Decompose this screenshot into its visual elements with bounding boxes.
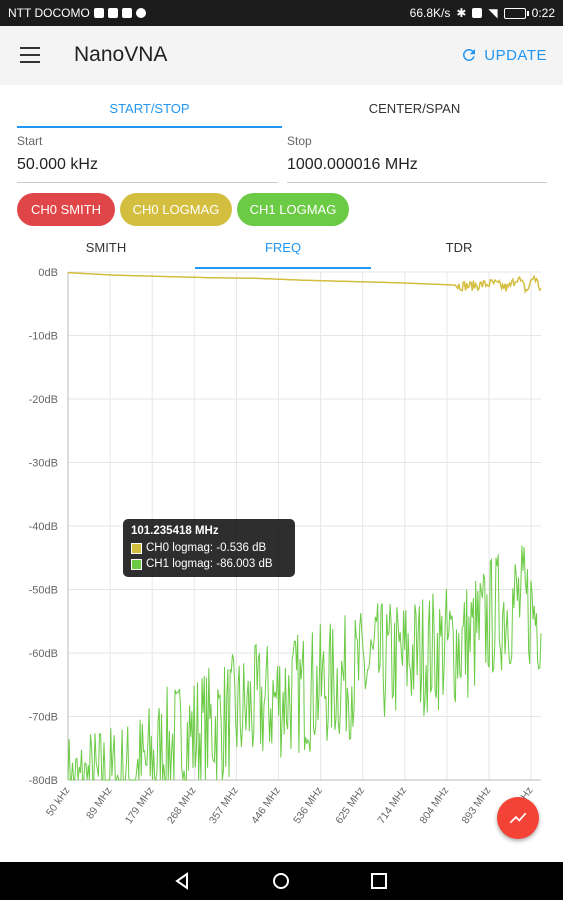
status-bar: NTT DOCOMO 66.8K/s ✱ ◥ 0:22 (0, 0, 563, 26)
show-chart-icon (509, 812, 527, 824)
tab-tdr[interactable]: TDR (445, 240, 473, 255)
recents-icon[interactable] (369, 871, 389, 891)
back-icon[interactable] (172, 871, 192, 891)
tab-center-span[interactable]: CENTER/SPAN (368, 101, 461, 116)
x-tick-label: 804 MHz (417, 785, 451, 826)
update-button[interactable]: UPDATE (460, 40, 547, 70)
net-speed: 66.8K/s (409, 6, 451, 20)
tooltip-ch0-value: CH0 logmag: -0.536 dB (146, 542, 267, 554)
wifi-icon: ◥ (488, 6, 498, 20)
home-icon[interactable] (271, 871, 291, 891)
chip-ch0-smith[interactable]: CH0 SMITH (17, 193, 115, 226)
update-label: UPDATE (484, 46, 547, 64)
x-tick-label: 89 MHz (84, 785, 115, 822)
x-tick-label: 179 MHz (123, 785, 157, 826)
carrier-label: NTT DOCOMO (8, 6, 90, 20)
y-tick-label: -60dB (29, 648, 58, 660)
ch1-swatch (131, 558, 142, 570)
y-tick-label: -30dB (29, 458, 58, 470)
mail-icon (93, 8, 104, 18)
x-tick-label: 625 MHz (333, 785, 367, 826)
start-field[interactable]: Start 50.000 kHz (17, 134, 278, 183)
app-title: NanoVNA (74, 43, 168, 66)
chart-fab-button[interactable] (497, 797, 539, 839)
y-tick-label: -70dB (29, 712, 58, 724)
ch0-swatch (131, 542, 142, 554)
tab-start-stop[interactable]: START/STOP (17, 96, 282, 128)
x-tick-label: 446 MHz (249, 785, 283, 826)
start-label: Start (17, 134, 43, 148)
y-tick-label: -40dB (29, 521, 58, 533)
bluetooth-icon: ✱ (456, 6, 467, 20)
x-tick-label: 893 MHz (460, 785, 494, 826)
stop-field[interactable]: Stop 1000.000016 MHz (287, 134, 547, 183)
tab-smith[interactable]: SMITH (85, 240, 127, 255)
y-tick-label: -20dB (29, 394, 58, 406)
series-ch1-logmag (67, 545, 542, 782)
x-tick-label: 536 MHz (291, 785, 325, 826)
battery-icon (503, 7, 529, 19)
chip-ch1-logmag[interactable]: CH1 LOGMAG (237, 193, 349, 226)
stop-input[interactable]: 1000.000016 MHz (287, 156, 547, 183)
tooltip-title: 101.235418 MHz (131, 525, 219, 537)
tab-freq[interactable]: FREQ (195, 240, 371, 269)
app-bar: NanoVNA UPDATE (0, 26, 563, 85)
series-ch0-logmag (67, 271, 542, 294)
y-tick-label: -50dB (29, 585, 58, 597)
app-status-icon (135, 8, 146, 18)
clock: 0:22 (531, 6, 555, 20)
freq-chart[interactable]: 0dB -10dB -20dB -30dB -40dB -50dB -60dB -70dB -8… (0, 262, 563, 862)
x-tick-label: 268 MHz (165, 785, 199, 826)
y-tick-label: -80dB (29, 775, 58, 787)
refresh-icon (463, 48, 476, 61)
y-tick-label: -10dB (29, 331, 58, 343)
tooltip-row-ch0: CH0 logmag: -0.536 dB (131, 542, 266, 554)
notification-icon (107, 8, 118, 18)
x-tick-label: 357 MHz (207, 785, 241, 826)
nav-bar (0, 862, 563, 900)
message-icon (121, 8, 132, 18)
stop-label: Stop (287, 134, 312, 148)
y-tick-label: 0dB (38, 267, 58, 279)
chart-tooltip: 101.235418 MHz CH0 logmag: -0.536 dB CH1… (123, 519, 295, 577)
x-tick-label: 714 MHz (375, 785, 409, 826)
range-tabs: START/STOP CENTER/SPAN (17, 96, 547, 128)
start-input[interactable]: 50.000 kHz (17, 156, 278, 183)
chip-ch0-logmag[interactable]: CH0 LOGMAG (120, 193, 232, 226)
tooltip-ch1-value: CH1 logmag: -86.003 dB (146, 558, 273, 570)
tooltip-row-ch1: CH1 logmag: -86.003 dB (131, 558, 273, 570)
menu-icon[interactable] (20, 47, 40, 63)
vibrate-icon (472, 8, 483, 18)
x-tick-label: 50 kHz (44, 785, 73, 819)
